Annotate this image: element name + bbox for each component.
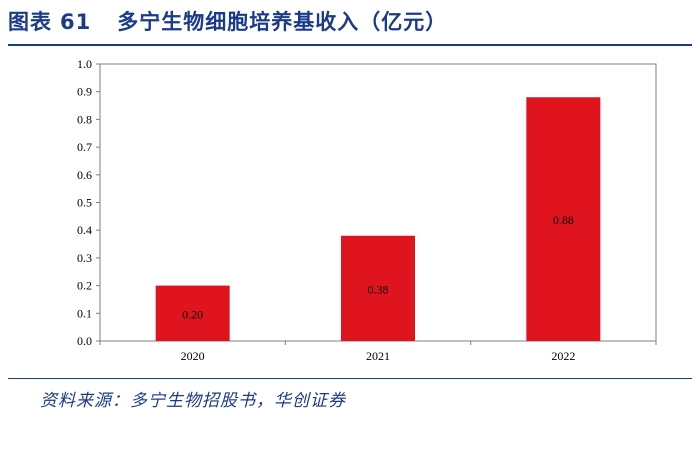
y-tick-label: 0.8 [77, 112, 92, 126]
x-tick-label-2021: 2021 [366, 349, 390, 363]
data-label-2020: 0.20 [182, 307, 203, 321]
y-tick-label: 0.0 [77, 334, 92, 348]
x-axis: 2020 2021 2022 [99, 341, 657, 363]
figure-title: 图表 61 多宁生物细胞培养基收入（亿元） [8, 6, 692, 36]
x-tick-label-2022: 2022 [551, 349, 575, 363]
figure-label: 图表 [8, 10, 52, 34]
y-tick-label: 0.9 [77, 85, 92, 99]
x-tick-label-2020: 2020 [181, 349, 205, 363]
y-tick-label: 0.5 [77, 196, 92, 210]
source-note: 资料来源：多宁生物招股书，华创证券 [40, 391, 346, 411]
y-tick-label: 0.2 [77, 279, 92, 293]
y-tick-label: 0.3 [77, 251, 92, 265]
y-axis: 0.0 0.1 0.2 0.3 0.4 0.5 0.6 0.7 0.8 0.9 1.0 [77, 57, 100, 348]
y-tick-label: 0.6 [77, 168, 92, 182]
data-label-2022: 0.88 [553, 213, 574, 227]
y-tick-label: 0.4 [77, 223, 92, 237]
title-divider [8, 44, 692, 46]
y-tick-label: 0.7 [77, 140, 92, 154]
figure-number: 61 [60, 10, 92, 34]
bars [155, 97, 601, 342]
figure-title-text: 多宁生物细胞培养基收入（亿元） [117, 10, 448, 34]
data-labels: 0.20 0.38 0.88 [182, 213, 574, 321]
y-tick-label: 1.0 [77, 57, 92, 71]
bar-2022 [526, 97, 601, 342]
bar-chart: 0.00.10.20.30.40.50.60.70.80.91.0 2020 20… [77, 57, 657, 363]
source-divider [8, 378, 692, 379]
y-tick-label: 0.1 [77, 306, 92, 320]
bar-2020 [155, 285, 230, 341]
data-label-2021: 0.38 [368, 282, 389, 296]
bar-2021 [341, 235, 415, 341]
